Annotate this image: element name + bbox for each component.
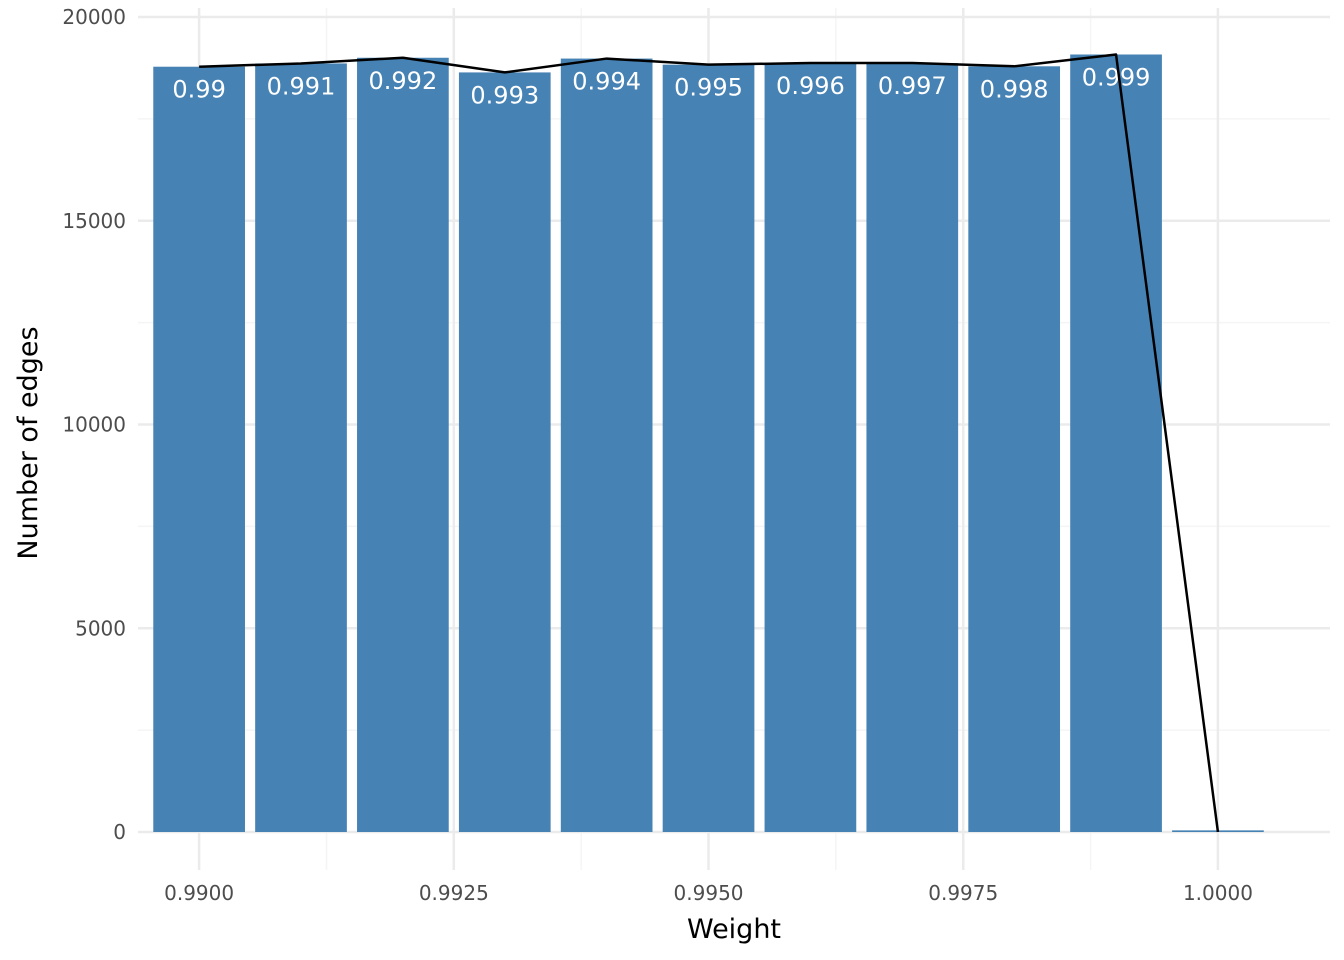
bar [866, 63, 959, 833]
bar-label: 0.992 [369, 67, 438, 95]
y-tick-label: 20000 [62, 5, 126, 29]
x-axis-title: Weight [687, 914, 781, 945]
y-axis-ticks: 0 5000 10000 15000 20000 [62, 5, 126, 844]
y-tick-label: 15000 [62, 209, 126, 233]
y-tick-label: 5000 [75, 616, 126, 640]
bar-label: 0.998 [980, 75, 1049, 103]
bar-label: 0.99 [172, 76, 225, 104]
trend-line [199, 53, 1220, 833]
bars [153, 54, 1264, 833]
bar [458, 72, 551, 833]
x-axis-ticks: 0.9900 0.9925 0.9950 0.9975 1.0000 [164, 881, 1253, 905]
bar-label: 0.996 [776, 72, 845, 100]
bar [968, 66, 1061, 833]
bar [255, 63, 347, 832]
x-tick-label: 0.9900 [164, 881, 234, 905]
bar-label: 0.991 [267, 72, 336, 100]
bar-label: 0.999 [1082, 63, 1151, 91]
x-tick-label: 0.9975 [928, 881, 998, 905]
bar [1070, 54, 1162, 833]
bar [357, 57, 449, 832]
y-tick-label: 0 [113, 820, 126, 844]
bar-label: 0.997 [878, 72, 947, 100]
bar-labels: 0.99 0.991 0.992 0.993 0.994 0.995 0.996 0.997 0… [172, 63, 1150, 109]
y-axis-title: Number of edges [13, 326, 44, 559]
bar [764, 63, 857, 833]
bar [153, 66, 245, 833]
x-tick-label: 0.9950 [674, 881, 744, 905]
bar [560, 58, 653, 832]
x-tick-label: 0.9925 [419, 881, 489, 905]
bar [662, 64, 755, 833]
trend-line-group [199, 53, 1220, 833]
bar-label: 0.994 [572, 68, 641, 96]
bar-label: 0.993 [470, 81, 539, 109]
x-tick-label: 1.0000 [1183, 881, 1253, 905]
bar-label: 0.995 [674, 74, 743, 102]
y-tick-label: 10000 [62, 413, 126, 437]
